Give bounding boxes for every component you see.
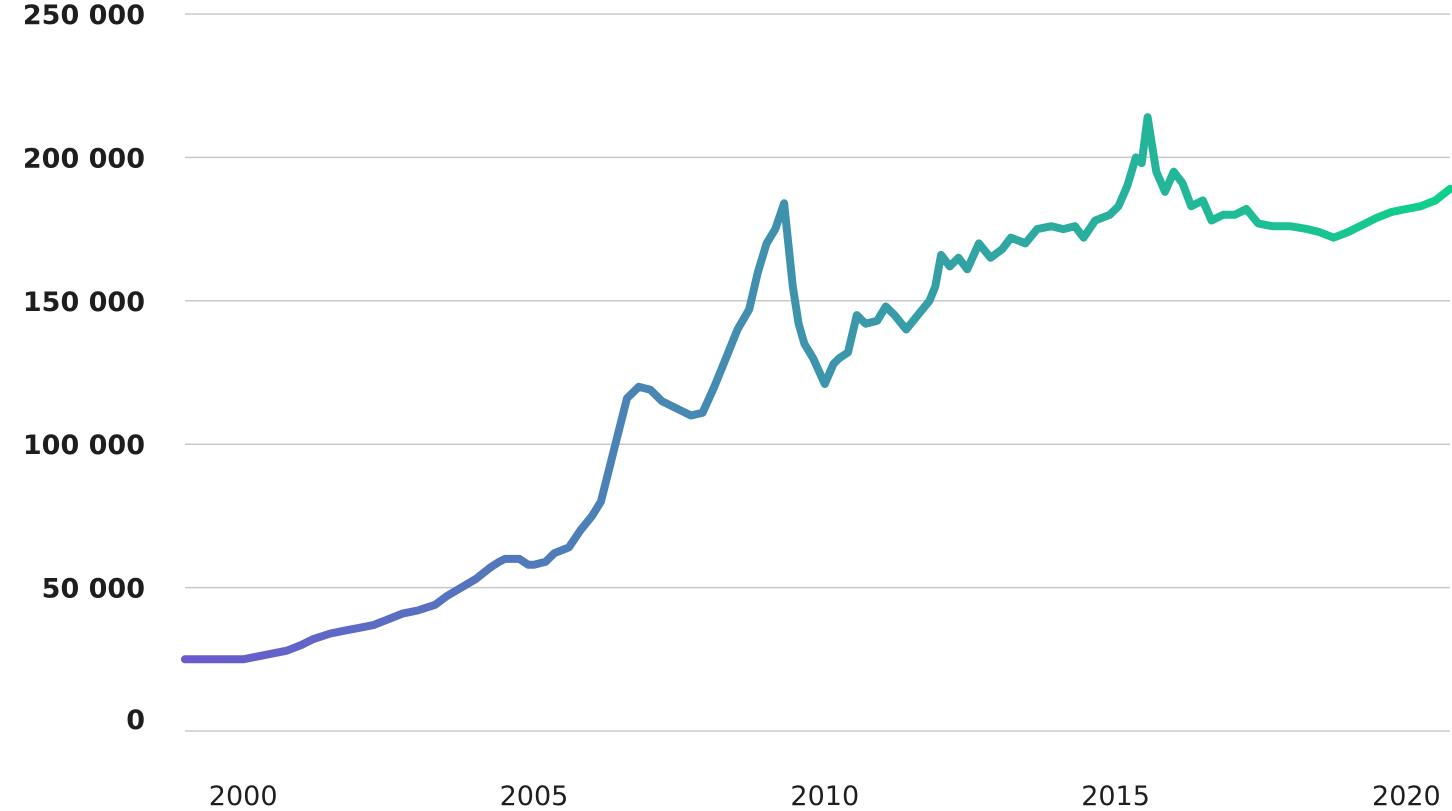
- x-tick-label: 2010: [790, 781, 859, 811]
- y-tick-label: 150 000: [23, 287, 145, 318]
- series-layer: [181, 113, 1452, 664]
- y-tick-label: 50 000: [42, 574, 145, 605]
- y-tick-label: 100 000: [23, 430, 145, 461]
- y-tick-label: 200 000: [23, 143, 145, 174]
- y-tick-label: 0: [126, 705, 145, 736]
- x-tick-label: 2000: [209, 781, 278, 811]
- gridlines: [185, 13, 1450, 732]
- y-axis-ticks: 250 000 200 000 150 000 100 000 50 000 0: [23, 0, 145, 736]
- series-line: [181, 113, 1452, 664]
- x-tick-label: 2015: [1081, 781, 1150, 811]
- x-tick-label: 2020: [1372, 781, 1441, 811]
- x-tick-label: 2005: [500, 781, 569, 811]
- x-axis-ticks: 2000 2005 2010 2015 2020: [209, 781, 1441, 811]
- y-tick-label: 250 000: [23, 0, 145, 31]
